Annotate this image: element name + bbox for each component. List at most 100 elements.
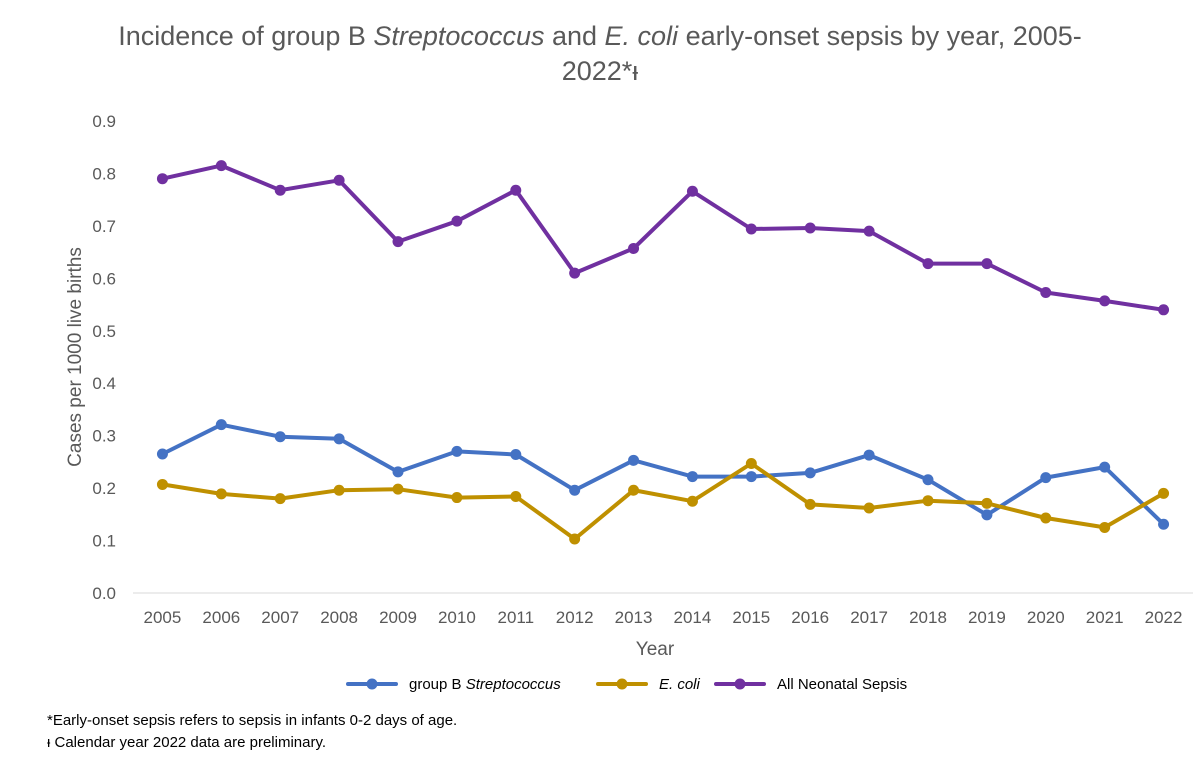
series-line-e-coli (160, 461, 1166, 541)
chart-title-part-2: and (544, 21, 604, 51)
y-axis-title: Cases per 1000 live births (65, 247, 86, 467)
data-point-e-coli (922, 495, 934, 507)
x-tick-label: 2008 (320, 608, 358, 627)
x-tick-label: 2014 (674, 608, 712, 627)
data-point-e-coli (333, 484, 345, 496)
data-point-e-coli (274, 493, 286, 505)
data-point-group-b-streptococcus (333, 433, 345, 445)
data-point-all-neonatal-sepsis (156, 173, 168, 185)
data-point-group-b-streptococcus (863, 449, 875, 461)
data-point-group-b-streptococcus (922, 474, 934, 486)
legend-label-group-b-streptococcus: group B Streptococcus (409, 676, 561, 693)
data-point-all-neonatal-sepsis (451, 215, 463, 227)
legend-label-e-coli-part-0: E. coli (659, 676, 701, 693)
data-point-group-b-streptococcus (628, 454, 640, 466)
data-point-group-b-streptococcus (981, 509, 993, 521)
x-tick-label: 2018 (909, 608, 947, 627)
y-tick-label: 0.3 (92, 427, 116, 446)
y-tick-label: 0.2 (92, 479, 116, 498)
data-point-e-coli (215, 488, 227, 500)
x-tick-label: 2006 (202, 608, 240, 627)
data-point-all-neonatal-sepsis (922, 258, 934, 270)
data-point-e-coli (686, 495, 698, 507)
data-point-group-b-streptococcus (274, 431, 286, 443)
footnote-definition: *Early-onset sepsis refers to sepsis in … (47, 712, 458, 729)
y-tick-label: 0.9 (92, 112, 116, 131)
data-point-group-b-streptococcus (686, 471, 698, 483)
x-tick-label: 2010 (438, 608, 476, 627)
x-axis-title: Year (636, 639, 675, 660)
chart-title-part-3: E. coli (605, 21, 680, 51)
legend-marker-e-coli (616, 678, 628, 690)
data-point-all-neonatal-sepsis (804, 222, 816, 234)
data-point-group-b-streptococcus (451, 445, 463, 457)
data-point-all-neonatal-sepsis (981, 258, 993, 270)
legend-marker-group-b-streptococcus (366, 678, 378, 690)
data-point-all-neonatal-sepsis (686, 185, 698, 197)
legend-label-all-neonatal-sepsis: All Neonatal Sepsis (777, 676, 907, 693)
data-point-e-coli (569, 533, 581, 545)
data-point-group-b-streptococcus (1099, 461, 1111, 473)
data-point-all-neonatal-sepsis (392, 236, 404, 248)
data-point-e-coli (510, 491, 522, 503)
x-tick-label: 2009 (379, 608, 417, 627)
legend-label-all-neonatal-sepsis-part-0: All Neonatal Sepsis (777, 676, 907, 693)
series-line-group-b-streptococcus (160, 422, 1166, 527)
x-tick-label: 2021 (1086, 608, 1124, 627)
y-tick-label: 0.8 (92, 164, 116, 183)
x-tick-label: 2007 (261, 608, 299, 627)
data-point-group-b-streptococcus (156, 448, 168, 460)
y-tick-label: 0.5 (92, 322, 116, 341)
y-tick-label: 0.6 (92, 269, 116, 288)
y-tick-label: 0.4 (92, 374, 116, 393)
data-point-all-neonatal-sepsis (863, 225, 875, 237)
chart-title: Incidence of group B Streptococcus and E… (118, 21, 1082, 51)
data-point-e-coli (745, 457, 757, 469)
data-point-group-b-streptococcus (1040, 472, 1052, 484)
data-point-all-neonatal-sepsis (745, 223, 757, 235)
data-point-all-neonatal-sepsis (1158, 304, 1170, 316)
data-point-group-b-streptococcus (569, 484, 581, 496)
data-point-group-b-streptococcus (745, 471, 757, 483)
data-point-group-b-streptococcus (1158, 518, 1170, 530)
data-point-all-neonatal-sepsis (569, 267, 581, 279)
series-line-all-neonatal-sepsis (160, 163, 1166, 312)
data-point-e-coli (628, 484, 640, 496)
data-point-e-coli (1158, 487, 1170, 499)
legend-label-e-coli: E. coli (659, 676, 701, 693)
data-point-e-coli (1040, 512, 1052, 524)
y-tick-label: 0.1 (92, 532, 116, 551)
chart-title-line2: 2022*ᵻ (562, 56, 639, 86)
chart-title-part-4: early-onset sepsis by year, 2005- (678, 21, 1082, 51)
data-point-group-b-streptococcus (392, 466, 404, 478)
data-point-e-coli (156, 478, 168, 490)
data-point-all-neonatal-sepsis (628, 242, 640, 254)
x-tick-label: 2011 (497, 608, 534, 627)
legend-label-group-b-streptococcus-part-0: group B (409, 676, 466, 693)
data-point-all-neonatal-sepsis (510, 184, 522, 196)
data-point-group-b-streptococcus (804, 467, 816, 479)
data-point-e-coli (981, 497, 993, 509)
x-tick-label: 2015 (732, 608, 770, 627)
x-tick-label: 2017 (850, 608, 888, 627)
chart-title-part-0: Incidence of group B (118, 21, 373, 51)
data-point-e-coli (451, 492, 463, 504)
data-point-e-coli (804, 498, 816, 510)
data-point-all-neonatal-sepsis (333, 174, 345, 186)
data-point-all-neonatal-sepsis (274, 184, 286, 196)
legend-label-group-b-streptococcus-part-1: Streptococcus (466, 676, 562, 693)
data-point-all-neonatal-sepsis (215, 160, 227, 172)
data-point-e-coli (1099, 521, 1111, 533)
data-point-all-neonatal-sepsis (1099, 295, 1111, 307)
x-tick-label: 2005 (144, 608, 182, 627)
y-tick-label: 0.0 (92, 584, 116, 603)
x-tick-label: 2016 (791, 608, 829, 627)
x-tick-label: 2013 (615, 608, 653, 627)
data-point-e-coli (863, 502, 875, 514)
data-point-e-coli (392, 483, 404, 495)
data-point-all-neonatal-sepsis (1040, 286, 1052, 298)
x-tick-label: 2022 (1145, 608, 1183, 627)
x-tick-label: 2020 (1027, 608, 1065, 627)
data-point-group-b-streptococcus (215, 419, 227, 431)
